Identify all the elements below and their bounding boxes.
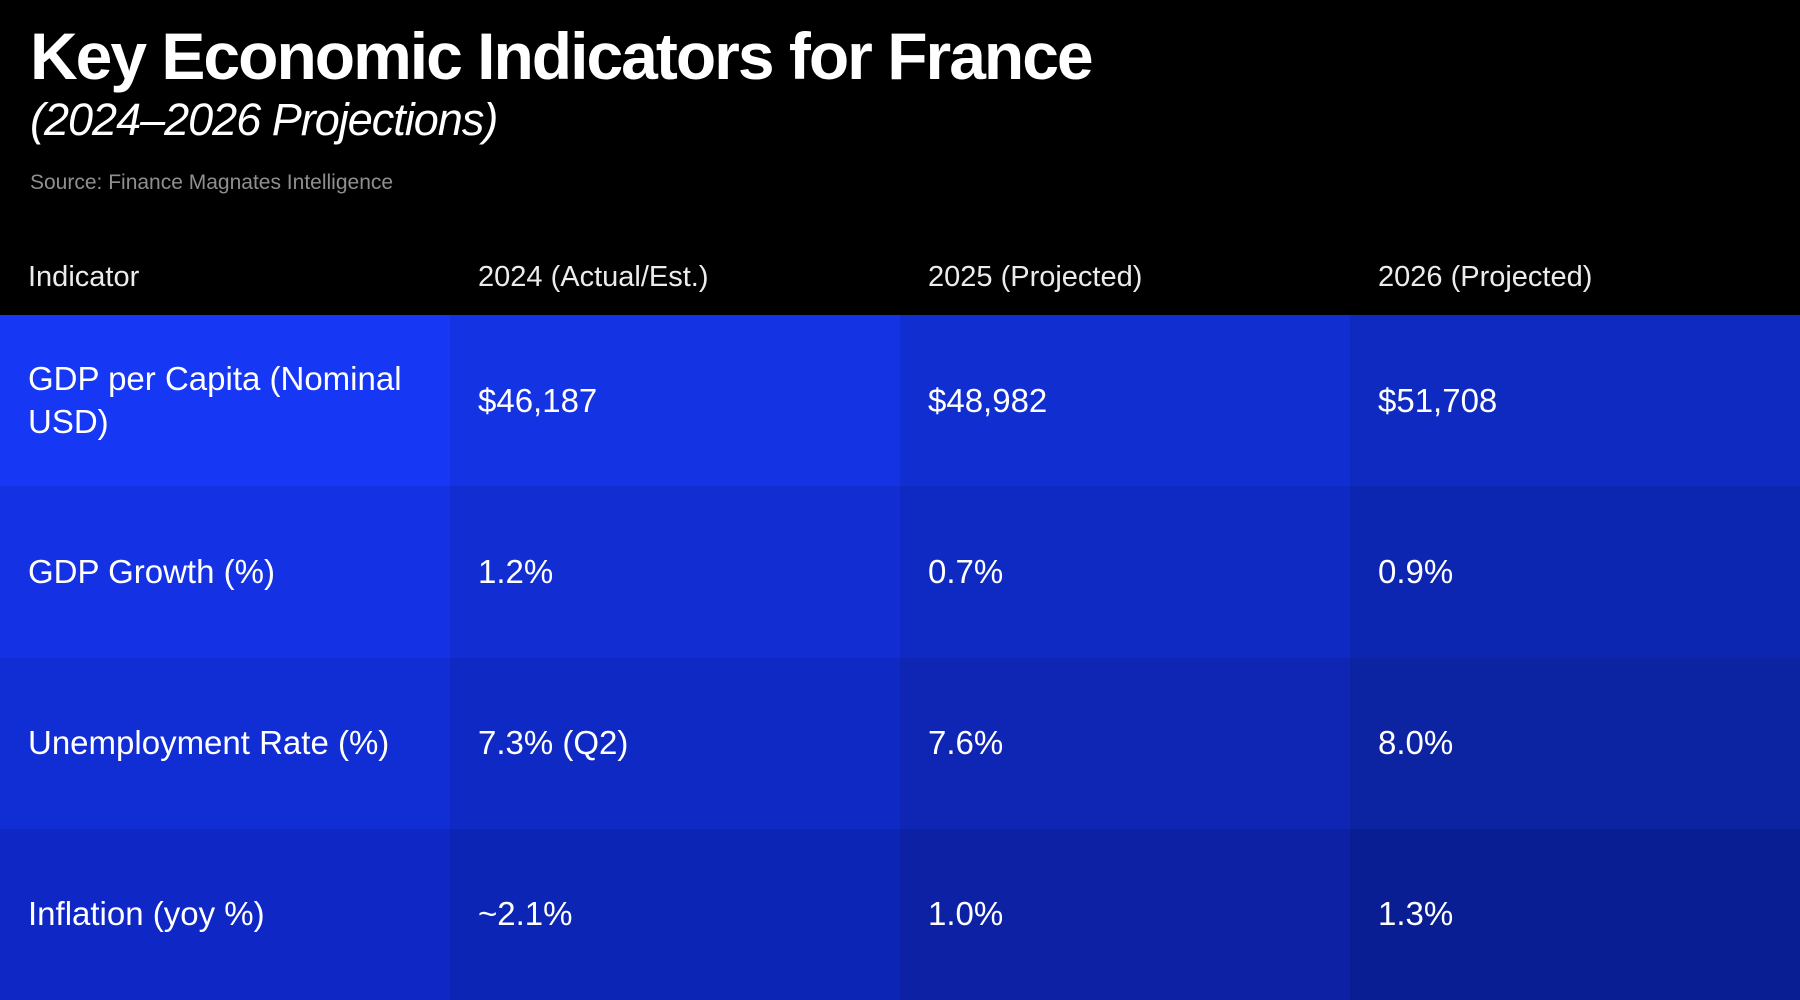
row-label-inflation: Inflation (yoy %) xyxy=(0,828,450,1000)
indicator-table: GDP per Capita (Nominal USD) $46,187 $48… xyxy=(0,315,1800,1000)
row-label-gdp-growth: GDP Growth (%) xyxy=(0,486,450,658)
table-header-row: Indicator 2024 (Actual/Est.) 2025 (Proje… xyxy=(0,240,1800,315)
cell-inflation-2024: ~2.1% xyxy=(450,828,900,1000)
cell-inflation-2026: 1.3% xyxy=(1350,828,1800,1000)
cell-gdp-growth-2024: 1.2% xyxy=(450,486,900,658)
page-title: Key Economic Indicators for France xyxy=(30,19,1094,93)
cell-gdp-growth-2025: 0.7% xyxy=(900,486,1350,658)
column-header-2024: 2024 (Actual/Est.) xyxy=(478,261,709,293)
cell-unemployment-rate-2024: 7.3% (Q2) xyxy=(450,657,900,829)
report-header: Key Economic Indicators for France (2024… xyxy=(30,22,1770,195)
column-header-indicator: Indicator xyxy=(28,261,140,293)
cell-unemployment-rate-2025: 7.6% xyxy=(900,657,1350,829)
column-header-2025: 2025 (Projected) xyxy=(928,261,1143,293)
row-label-gdp-per-capita: GDP per Capita (Nominal USD) xyxy=(0,315,450,487)
cell-gdp-per-capita-2024: $46,187 xyxy=(450,315,900,487)
cell-gdp-growth-2026: 0.9% xyxy=(1350,486,1800,658)
row-label-unemployment-rate: Unemployment Rate (%) xyxy=(0,657,450,829)
cell-gdp-per-capita-2025: $48,982 xyxy=(900,315,1350,487)
cell-gdp-per-capita-2026: $51,708 xyxy=(1350,315,1800,487)
page-subtitle: (2024–2026 Projections) xyxy=(30,93,498,145)
cell-unemployment-rate-2026: 8.0% xyxy=(1350,657,1800,829)
column-header-2026: 2026 (Projected) xyxy=(1378,261,1593,293)
source-note: Source: Finance Magnates Intelligence xyxy=(30,171,394,195)
cell-inflation-2025: 1.0% xyxy=(900,828,1350,1000)
